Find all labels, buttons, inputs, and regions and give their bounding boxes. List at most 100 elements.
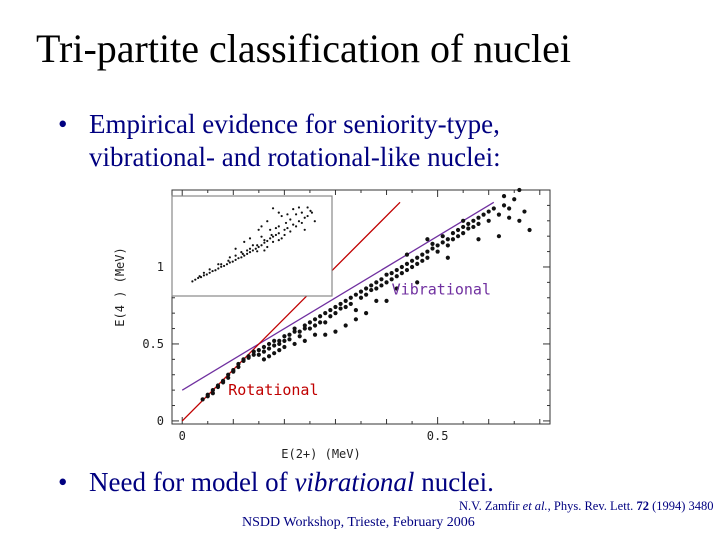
inset-point <box>269 237 272 240</box>
inset-point <box>248 237 252 240</box>
data-point <box>501 194 507 199</box>
data-point <box>312 332 318 337</box>
data-point <box>450 231 456 236</box>
data-point <box>338 301 343 307</box>
data-point <box>476 221 481 226</box>
data-point <box>333 304 338 310</box>
data-point <box>261 357 267 362</box>
inset-point <box>309 209 312 212</box>
inset-point <box>263 241 266 244</box>
data-point <box>338 306 343 311</box>
data-point <box>251 352 256 357</box>
citation-authors: N.V. Zamfir <box>459 499 523 513</box>
inset-point <box>274 226 278 230</box>
citation-etal: et al. <box>522 499 548 513</box>
inset-point <box>251 249 254 252</box>
data-point <box>287 332 292 337</box>
data-point <box>287 337 292 342</box>
data-point <box>461 224 466 230</box>
data-point <box>353 317 358 322</box>
data-point <box>507 215 512 220</box>
x-axis-label: E(2+) (MeV) <box>281 447 360 461</box>
data-point <box>461 218 466 223</box>
inset-point <box>297 220 301 223</box>
data-point <box>256 352 261 357</box>
inset-point <box>231 260 234 263</box>
inset-point <box>246 252 249 255</box>
inset-point <box>283 228 286 231</box>
inset-point <box>260 235 263 238</box>
data-point <box>394 267 399 273</box>
data-point <box>450 237 456 242</box>
inset-point <box>306 214 309 218</box>
data-point <box>358 289 364 294</box>
data-point <box>261 344 267 350</box>
inset-point <box>248 251 252 254</box>
inset-point <box>256 250 259 253</box>
bullet-text-line2: vibrational- and rotational-like nuclei: <box>89 142 501 172</box>
data-point <box>404 252 410 257</box>
inset-point <box>289 230 292 233</box>
data-point <box>394 274 399 279</box>
data-point <box>440 240 445 245</box>
inset-point <box>220 265 223 268</box>
inset-point <box>269 228 272 231</box>
data-point <box>220 378 226 383</box>
data-point <box>292 326 297 331</box>
inset-point <box>270 233 273 237</box>
inset-point <box>234 258 237 261</box>
data-point <box>501 203 507 208</box>
data-point <box>215 383 221 388</box>
inset-point <box>217 267 220 270</box>
inset-point <box>208 268 211 271</box>
data-point <box>353 307 358 313</box>
inset-point <box>228 256 231 259</box>
data-point <box>261 349 267 354</box>
data-point <box>328 314 333 319</box>
inset-point <box>202 274 206 277</box>
data-point <box>323 332 328 337</box>
data-point <box>282 334 287 339</box>
inset-point <box>294 225 298 228</box>
data-point <box>399 271 404 276</box>
inset-point <box>277 232 280 235</box>
data-point <box>496 212 502 217</box>
inset-point <box>286 213 289 216</box>
inset-point <box>271 235 275 238</box>
data-point <box>266 346 272 351</box>
inset-point <box>274 233 278 237</box>
inset-point <box>208 271 211 274</box>
bullet-marker: • <box>58 467 68 497</box>
x-tick-label: 0.5 <box>427 429 449 443</box>
inset-point <box>292 208 295 211</box>
inset-point <box>306 206 309 209</box>
inset-point <box>277 225 280 228</box>
x-tick-label: 0 <box>179 429 186 443</box>
inset-point <box>225 263 229 266</box>
data-point <box>353 292 358 297</box>
inset-point <box>198 275 201 278</box>
inset-point <box>227 259 230 262</box>
inset-point <box>297 206 301 209</box>
inset-point <box>241 252 244 255</box>
data-point <box>420 258 425 263</box>
data-points <box>200 187 532 402</box>
inset-point <box>240 251 243 254</box>
data-point <box>384 280 389 285</box>
data-point <box>435 243 440 248</box>
data-point <box>496 234 502 239</box>
inset-point <box>246 249 249 252</box>
bullet-text-prefix: Need for model of <box>89 467 295 497</box>
data-point <box>369 287 374 293</box>
data-point <box>425 249 430 254</box>
inset-point <box>237 257 240 260</box>
inset-point <box>303 228 306 231</box>
data-point <box>486 209 491 214</box>
data-point <box>471 218 476 223</box>
inset-point <box>277 239 280 242</box>
data-point <box>379 283 384 288</box>
data-point <box>307 320 313 325</box>
data-point <box>277 341 282 347</box>
data-point <box>348 295 353 300</box>
inset-point <box>243 240 246 243</box>
